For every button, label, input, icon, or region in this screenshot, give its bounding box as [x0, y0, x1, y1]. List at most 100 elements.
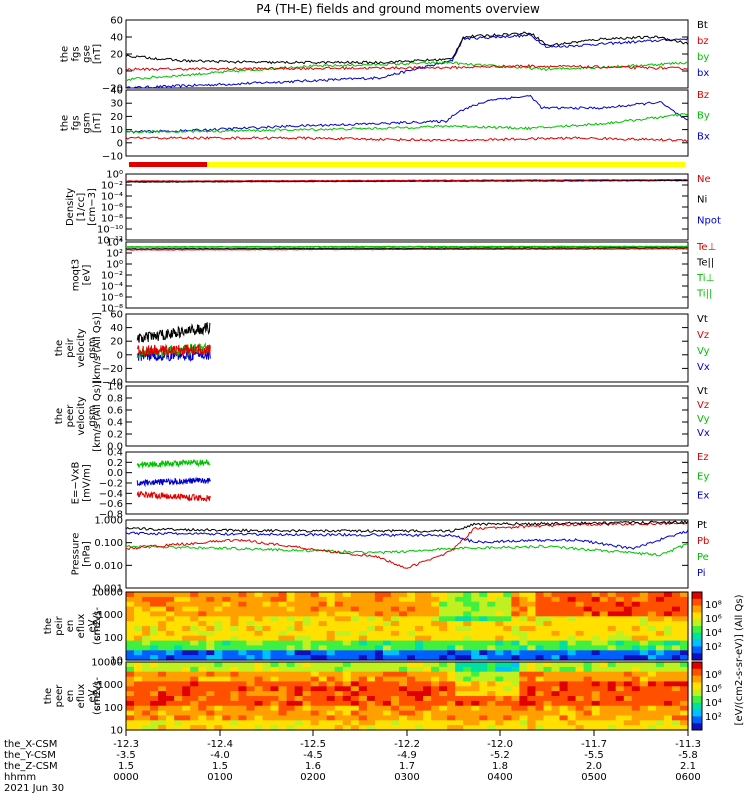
ytick-label: −0.4	[99, 489, 123, 500]
heat-cell	[270, 650, 280, 656]
heat-cell	[238, 592, 247, 598]
heat-cell	[655, 671, 665, 678]
heat-cell	[126, 640, 135, 647]
heat-cell	[439, 640, 448, 647]
heat-cell	[142, 640, 151, 647]
heat-cell	[471, 671, 480, 678]
heat-cell	[519, 710, 528, 717]
heat-cell	[423, 662, 432, 668]
panel-frame	[125, 19, 689, 89]
heat-cell	[647, 691, 657, 697]
heat-cell	[599, 635, 609, 642]
heat-cell	[326, 676, 336, 683]
heat-cell	[166, 676, 175, 683]
heat-cell	[366, 596, 376, 603]
heat-cell	[166, 681, 175, 687]
heat-cell	[374, 705, 384, 712]
heat-cell	[254, 635, 264, 642]
heat-cell	[631, 691, 641, 697]
heat-cell	[238, 645, 247, 651]
heat-cell	[214, 691, 223, 697]
colorbar-cell	[692, 598, 702, 607]
heat-cell	[647, 681, 657, 687]
heat-cell	[126, 696, 135, 702]
heat-cell	[575, 616, 585, 622]
heat-cell	[487, 655, 496, 661]
heat-cell	[158, 715, 167, 721]
heat-cell	[278, 686, 288, 692]
heat-cell	[495, 616, 504, 622]
heat-cell	[543, 696, 553, 702]
heat-cell	[615, 655, 625, 661]
heat-cell	[583, 621, 593, 627]
heat-cell	[431, 671, 440, 678]
ylabel-line: eflux	[76, 684, 87, 709]
ytick-label: 1000	[98, 680, 123, 691]
heat-cell	[270, 662, 280, 668]
heat-cell	[583, 705, 593, 712]
heat-cell	[399, 601, 408, 608]
heat-cell	[350, 720, 360, 726]
heat-cell	[511, 611, 520, 617]
legend-bx: bx	[697, 68, 709, 79]
heat-cell	[374, 592, 384, 598]
heat-cell	[270, 655, 280, 661]
heat-cell	[310, 606, 320, 613]
heat-cell	[575, 705, 585, 712]
ylabel-line: en	[65, 620, 76, 633]
heat-cell	[655, 630, 665, 637]
heat-cell	[663, 640, 673, 647]
heat-cell	[567, 640, 577, 647]
heat-cell	[599, 700, 609, 707]
heat-cell	[358, 655, 368, 661]
heat-cell	[455, 696, 464, 702]
heat-cell	[142, 725, 151, 731]
ylabel-line: sr-eV)	[92, 681, 103, 710]
heat-cell	[423, 705, 432, 712]
heat-cell	[680, 621, 689, 627]
heat-cell	[198, 700, 207, 707]
heat-cell	[302, 592, 312, 598]
heat-cell	[511, 606, 520, 613]
heat-cell	[623, 676, 633, 683]
heat-cell	[334, 645, 344, 651]
heat-cell	[583, 725, 593, 731]
heat-cell	[551, 640, 561, 647]
heat-cell	[382, 696, 392, 702]
heat-cell	[390, 666, 400, 673]
heat-cell	[126, 596, 135, 603]
heat-cell	[479, 725, 488, 731]
heat-cell	[190, 666, 199, 673]
heat-cell	[374, 720, 384, 726]
heat-cell	[615, 686, 625, 692]
heat-cell	[575, 640, 585, 647]
heat-cell	[487, 645, 496, 651]
heat-cell	[358, 696, 368, 702]
ytick-label: 0.001	[94, 584, 123, 595]
heat-cell	[503, 601, 512, 608]
heat-cell	[671, 676, 681, 683]
heat-cell	[382, 592, 392, 598]
heat-cell	[511, 662, 520, 668]
series-Pi	[125, 529, 689, 550]
heat-cell	[671, 630, 681, 637]
heat-cell	[527, 596, 536, 603]
heat-cell	[350, 630, 360, 637]
heat-cell	[583, 630, 593, 637]
heat-cell	[246, 710, 255, 717]
heat-cell	[543, 705, 553, 712]
heat-cell	[599, 601, 609, 608]
heat-cell	[230, 655, 239, 661]
heat-cell	[407, 671, 416, 678]
heat-cell	[174, 720, 183, 726]
heat-cell	[655, 710, 665, 717]
heat-cell	[519, 655, 528, 661]
heat-cell	[126, 650, 135, 656]
heat-cell	[238, 662, 247, 668]
heat-cell	[495, 725, 504, 731]
heat-cell	[310, 601, 320, 608]
heat-cell	[607, 662, 617, 668]
heat-cell	[134, 655, 143, 661]
ylabel: the fgs gse [nT]	[60, 44, 104, 64]
heat-cell	[302, 696, 312, 702]
